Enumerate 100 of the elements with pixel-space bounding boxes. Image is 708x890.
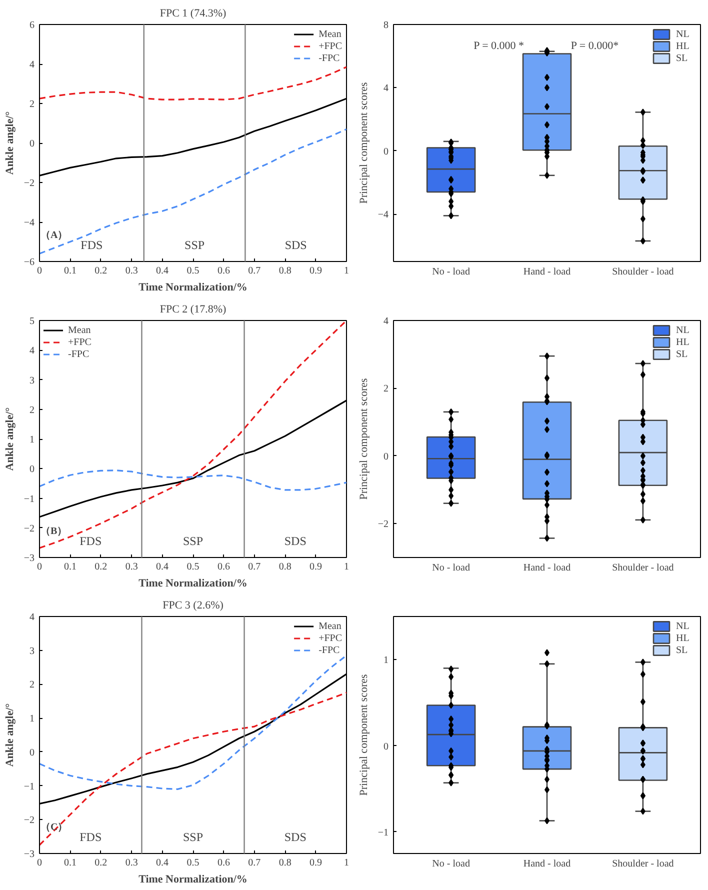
y-tick-label: 4 [30,612,34,623]
x-axis-title: Time Normalization/% [138,282,248,294]
y-tick-label: 1 [30,434,34,446]
chart-title: FPC 1 (74.3%) [160,8,226,20]
y-tick-label: 2 [30,99,34,110]
x-tick-label: Hand - load [523,266,571,278]
x-tick-label: 0.5 [186,562,200,572]
x-tick-label: 0.8 [278,858,292,868]
legend-label: NL [676,28,690,40]
x-tick-label: Hand - load [523,562,571,574]
y-tick-label: 0 [384,146,388,158]
x-tick-label: No - load [432,858,470,870]
legend-label: NL [676,620,690,632]
x-tick-label: 0.7 [248,266,261,276]
annotation: SDS [284,534,306,548]
x-tick-label: 0.6 [217,562,230,572]
x-tick-label: Hand - load [523,858,571,870]
y-tick-label: 0 [30,747,34,758]
x-tick-label: 0.3 [125,266,138,276]
x-tick-label: 0.4 [156,562,169,572]
legend-label: HL [676,632,690,644]
x-tick-label: 1 [344,562,349,572]
chart-title: FPC 2 (17.8%) [160,304,226,316]
y-axis-title: Principal component scores [358,378,370,500]
annotation: FDS [80,238,103,252]
y-tick-label: −2 [24,178,34,189]
legend-label: +FPC [318,40,342,52]
legend-label: Mean [318,28,342,40]
legend-label: HL [676,336,690,348]
y-tick-label: −2 [24,523,34,534]
y-tick-label: 0 [384,741,388,752]
y-tick-label: −1 [24,494,34,505]
annotation: （A） [40,230,68,241]
y-tick-label: −6 [24,257,34,268]
x-tick-label: 0.5 [186,858,200,868]
annotation: SSP [184,238,205,252]
legend-label: SL [676,644,689,656]
y-axis-title: Ankle angle/° [4,407,16,471]
x-tick-label: 0.6 [217,858,230,868]
y-tick-label: −1 [378,827,388,838]
x-tick-label: 0.3 [125,562,138,572]
x-tick-label: 0.8 [278,562,292,572]
y-tick-label: 1 [30,714,34,725]
y-tick-label: 1 [384,655,388,666]
legend-label: SL [676,348,689,360]
annotation: SSP [182,830,204,844]
x-tick-label: 0 [37,266,42,276]
y-axis-title: Principal component scores [358,674,370,796]
x-tick-label: 0 [37,858,42,868]
y-tick-label: −3 [24,849,34,860]
legend-label: +FPC [318,632,342,644]
annotation: SDS [284,238,307,252]
legend-label: SL [676,52,689,64]
x-tick-label: 0.2 [94,562,108,572]
x-axis-title: Time Normalization/% [138,578,248,590]
y-tick-label: 6 [30,20,34,31]
x-axis-title: Time Normalization/% [138,874,248,886]
y-tick-label: 4 [384,316,388,327]
annotation: FDS [80,830,102,844]
y-tick-label: 0 [30,138,34,150]
y-tick-label: −3 [24,553,34,564]
y-tick-label: 2 [384,384,388,395]
y-axis-title: Ankle angle/° [4,111,16,175]
annotation: FDS [80,534,102,548]
x-tick-label: 0 [37,562,42,572]
annotation: （C） [40,822,68,833]
annotation: SDS [284,830,306,844]
x-tick-label: No - load [432,266,470,278]
legend-label: Mean [318,620,342,632]
y-tick-label: 2 [30,404,34,416]
y-tick-label: −2 [24,815,34,826]
x-tick-label: 0.4 [156,858,169,868]
y-tick-label: 8 [384,20,388,31]
annotation: P = 0.000 * [474,40,524,52]
x-tick-label: Shoulder - load [612,562,674,574]
x-tick-label: 0.2 [94,266,108,276]
y-axis-title: Principal component scores [358,82,370,204]
x-tick-label: 0.9 [310,266,322,276]
y-tick-label: 4 [30,346,34,357]
x-tick-label: 0.9 [310,562,322,572]
x-tick-label: Shoulder - load [612,266,674,278]
chart-title: FPC 3 (2.6%) [162,600,224,612]
x-tick-label: 0.1 [64,266,76,276]
x-tick-label: 1 [344,266,349,276]
y-tick-label: −4 [24,218,34,228]
x-tick-label: No - load [432,562,470,574]
y-tick-label: −2 [378,519,388,530]
legend-label: Mean [68,324,91,336]
y-tick-label: 4 [384,83,388,94]
x-tick-label: 0.4 [156,266,169,276]
y-tick-label: 0 [30,464,34,476]
x-tick-label: 0.9 [310,858,322,868]
y-tick-label: 3 [30,375,34,386]
x-tick-label: 0.2 [94,858,108,868]
y-tick-label: −4 [378,210,388,221]
x-tick-label: 0.7 [248,858,261,868]
x-tick-label: 0.8 [278,266,292,276]
legend-label: -FPC [68,348,90,360]
x-tick-label: Shoulder - load [612,858,674,870]
x-tick-label: 0.7 [248,562,261,572]
